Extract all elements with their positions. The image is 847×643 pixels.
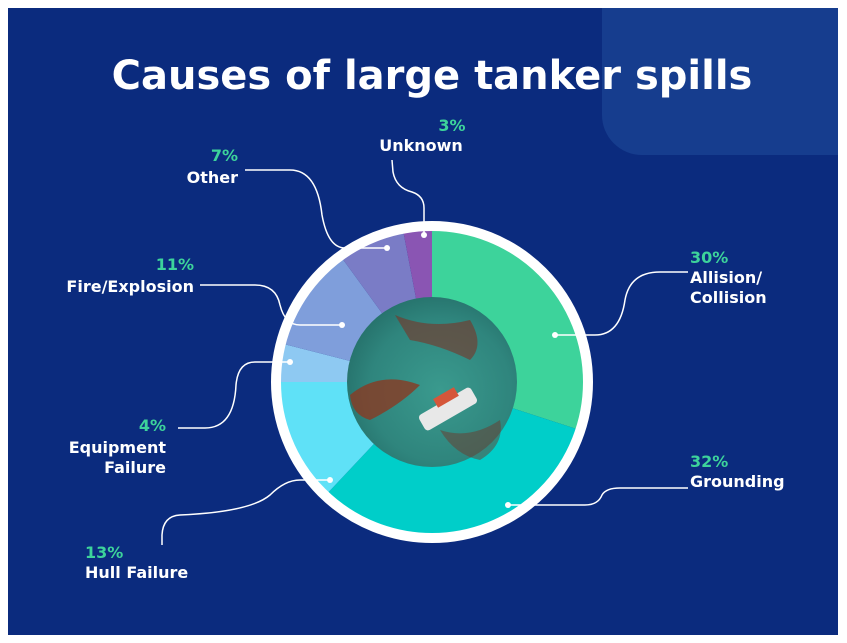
ring bbox=[271, 221, 593, 543]
decor bbox=[602, 8, 838, 155]
leader-line bbox=[555, 271, 688, 336]
category-label: Hull Failure bbox=[85, 563, 189, 582]
leader-dot bbox=[552, 332, 558, 338]
leader-dot bbox=[421, 232, 427, 238]
value-label: 11% bbox=[155, 255, 194, 274]
leader-line bbox=[178, 361, 290, 429]
leader-line bbox=[161, 479, 330, 545]
leader-line bbox=[200, 284, 342, 326]
leader-line bbox=[245, 169, 387, 249]
value-label: 4% bbox=[138, 416, 166, 435]
category-label: Grounding bbox=[690, 472, 785, 491]
slice bbox=[280, 382, 375, 493]
category-label: Equipment Failure bbox=[68, 438, 166, 477]
value-label: 7% bbox=[210, 146, 238, 165]
category-label: Allision/ Collision bbox=[690, 268, 767, 307]
leader-dot bbox=[505, 502, 511, 508]
slice bbox=[403, 230, 432, 300]
leader-dot bbox=[327, 477, 333, 483]
category-label: Fire/Explosion bbox=[66, 277, 194, 296]
slice bbox=[284, 259, 383, 362]
leader-line bbox=[391, 159, 425, 235]
category-label: Unknown bbox=[379, 136, 463, 155]
value-label: 3% bbox=[438, 116, 466, 135]
value-label: 30% bbox=[690, 248, 729, 267]
slice bbox=[342, 232, 417, 315]
leader-line bbox=[508, 487, 688, 506]
slice bbox=[327, 407, 577, 534]
value-label: 13% bbox=[85, 543, 124, 562]
leader-dot bbox=[339, 322, 345, 328]
chart-title: Causes of large tanker spills bbox=[112, 53, 753, 99]
photo bbox=[347, 297, 517, 467]
category-label: Other bbox=[186, 168, 238, 187]
slice bbox=[432, 230, 584, 429]
value-label: 32% bbox=[690, 452, 729, 471]
leader-dot bbox=[384, 245, 390, 251]
slice bbox=[280, 344, 351, 382]
leader-dot bbox=[287, 359, 293, 365]
